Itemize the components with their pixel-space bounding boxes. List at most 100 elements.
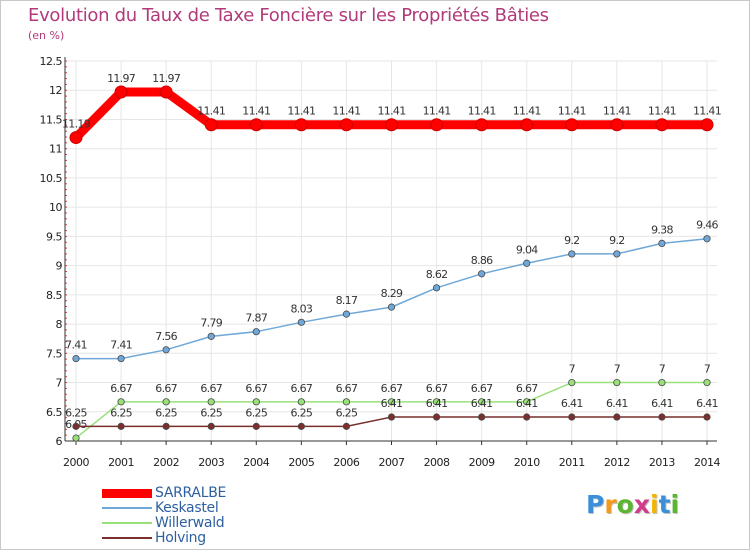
data-label: 6.67 — [516, 382, 538, 395]
data-point — [658, 239, 666, 247]
data-point — [703, 378, 711, 387]
x-tick-label: 2004 — [243, 456, 269, 469]
data-point — [703, 235, 711, 243]
x-tick-label: 2003 — [198, 456, 224, 469]
legend-label: SARRALBE — [155, 485, 227, 501]
data-point — [162, 422, 170, 430]
logo-letter: r — [604, 490, 617, 519]
legend-label: Willerwald — [155, 515, 225, 531]
data-label: 11.41 — [378, 105, 406, 118]
data-label: 8.86 — [471, 254, 493, 267]
data-point — [523, 413, 531, 421]
data-label: 9.04 — [516, 243, 538, 256]
data-point — [523, 259, 531, 267]
data-label: 6.67 — [245, 382, 267, 395]
data-point — [432, 398, 441, 406]
x-tick-label: 2011 — [559, 456, 585, 469]
data-point — [297, 398, 305, 406]
data-point — [613, 250, 621, 258]
data-label: 6.25 — [110, 406, 132, 419]
data-label: 7 — [614, 363, 621, 376]
data-point — [387, 398, 396, 406]
data-label: 6.25 — [65, 406, 87, 419]
x-tick-label: 2014 — [694, 456, 720, 469]
y-tick-label: 12.5 — [40, 55, 63, 68]
legend-swatch — [102, 522, 152, 524]
data-label: 9.2 — [609, 234, 624, 247]
x-tick-label: 2007 — [379, 456, 405, 469]
data-label: 8.62 — [426, 268, 448, 281]
logo-letter: i — [650, 490, 659, 519]
data-label: 6.41 — [381, 397, 403, 410]
y-tick-label: 8 — [56, 318, 63, 331]
data-label: 11.41 — [468, 105, 496, 118]
data-label: 8.29 — [381, 287, 403, 300]
data-point — [478, 270, 486, 278]
data-point — [432, 413, 441, 421]
data-point — [387, 303, 396, 311]
data-point — [613, 378, 621, 387]
y-tick-label: 7 — [56, 377, 63, 390]
data-label: 6.41 — [606, 397, 628, 410]
data-label: 6.25 — [200, 406, 222, 419]
data-label: 6.67 — [155, 382, 177, 395]
data-label: 6.67 — [471, 382, 493, 395]
data-label: 8.03 — [291, 302, 313, 315]
chart-title: Evolution du Taux de Taxe Foncière sur l… — [28, 5, 549, 26]
data-label: 7.41 — [65, 339, 87, 352]
x-tick-label: 2008 — [424, 456, 450, 469]
data-label: 11.41 — [197, 105, 225, 118]
data-label: 11.97 — [152, 72, 181, 85]
y-tick-label: 11.5 — [40, 113, 63, 126]
data-label: 7.41 — [110, 339, 132, 352]
legend-swatch — [102, 507, 152, 509]
data-point — [432, 284, 441, 292]
x-tick-label: 2013 — [649, 456, 675, 469]
data-label: 9.2 — [564, 234, 579, 247]
data-point — [117, 422, 125, 430]
data-label: 11.41 — [693, 105, 721, 118]
data-label: 11.41 — [287, 105, 315, 118]
data-label: 11.41 — [332, 105, 360, 118]
data-label: 6.67 — [381, 382, 403, 395]
data-point — [520, 118, 534, 132]
data-point — [523, 398, 531, 406]
data-point — [568, 378, 576, 387]
data-point — [162, 398, 170, 406]
data-label: 11.41 — [603, 105, 631, 118]
data-label: 6.41 — [651, 397, 673, 410]
x-tick-label: 2002 — [153, 456, 179, 469]
data-point — [204, 118, 218, 132]
data-label: 6.67 — [336, 382, 358, 395]
data-point — [159, 85, 173, 99]
data-label: 7.79 — [200, 316, 222, 329]
y-axis-unit-label: (en %) — [28, 29, 65, 42]
x-tick-label: 2006 — [333, 456, 359, 469]
data-label: 6.41 — [561, 397, 583, 410]
data-point — [252, 398, 260, 406]
data-point — [117, 398, 125, 406]
data-label: 6.25 — [155, 406, 177, 419]
data-label: 9.46 — [696, 219, 718, 232]
data-label: 11.41 — [423, 105, 451, 118]
x-tick-label: 2009 — [469, 456, 495, 469]
y-tick-label: 11 — [49, 143, 62, 156]
data-label: 6.67 — [426, 382, 448, 395]
data-label: 6.67 — [110, 382, 132, 395]
data-point — [252, 328, 260, 336]
data-label: 8.17 — [336, 294, 358, 307]
data-label: 6.67 — [200, 382, 222, 395]
data-label: 7 — [569, 363, 576, 376]
data-label: 6.25 — [336, 406, 358, 419]
data-label: 11.41 — [648, 105, 676, 118]
data-point — [297, 318, 305, 326]
data-label: 6.67 — [291, 382, 313, 395]
data-point — [162, 346, 170, 354]
data-point — [385, 118, 398, 132]
data-label: 6.41 — [696, 397, 718, 410]
data-label: 11.97 — [107, 72, 136, 85]
data-label: 7 — [704, 363, 711, 376]
data-point — [72, 434, 80, 442]
y-tick-label: 6.5 — [46, 406, 62, 419]
